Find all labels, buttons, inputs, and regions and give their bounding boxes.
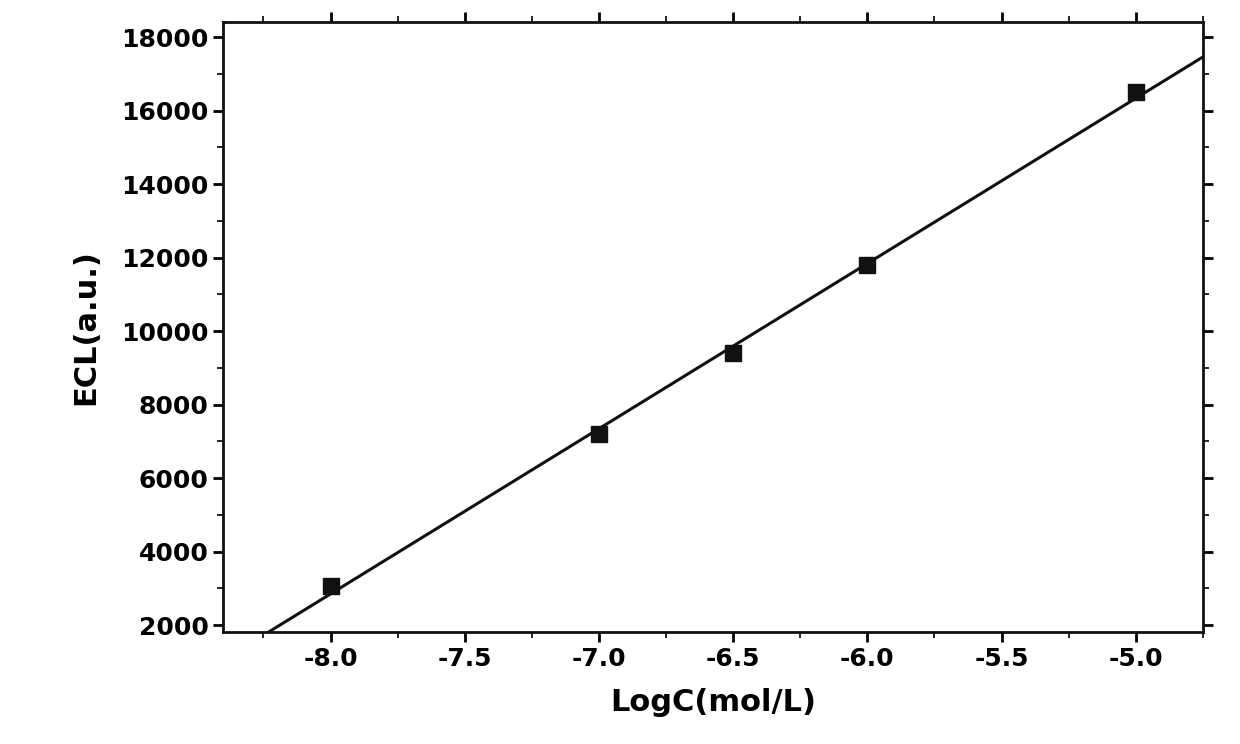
Point: [723, 347, 743, 359]
Point: [1126, 86, 1146, 98]
Point: [589, 428, 609, 440]
Y-axis label: ECL(a.u.): ECL(a.u.): [71, 249, 100, 405]
X-axis label: LogC(mol/L): LogC(mol/L): [610, 687, 816, 716]
Point: [857, 259, 877, 271]
Point: [321, 580, 341, 592]
